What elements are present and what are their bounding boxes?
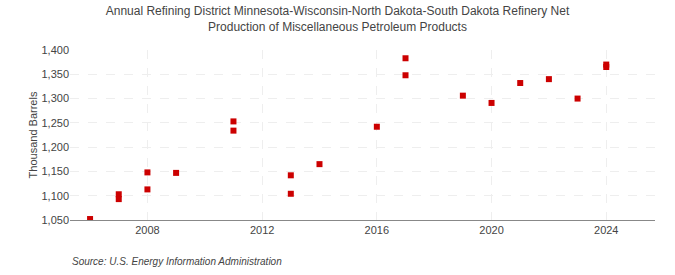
svg-text:1,200: 1,200: [41, 141, 69, 153]
svg-text:1,300: 1,300: [41, 92, 69, 104]
svg-text:Source: U.S. Energy Informatio: Source: U.S. Energy Information Administ…: [72, 256, 282, 267]
svg-text:1,350: 1,350: [41, 68, 69, 80]
svg-text:Annual Refining District Minne: Annual Refining District Minnesota-Wisco…: [106, 4, 570, 34]
svg-text:2008: 2008: [135, 224, 159, 236]
svg-text:Thousand Barrels: Thousand Barrels: [27, 91, 39, 178]
svg-text:1,250: 1,250: [41, 117, 69, 129]
svg-text:2024: 2024: [594, 224, 618, 236]
svg-text:2012: 2012: [250, 224, 274, 236]
svg-text:1,400: 1,400: [41, 44, 69, 56]
svg-text:1,050: 1,050: [41, 214, 69, 226]
svg-text:2016: 2016: [365, 224, 389, 236]
svg-text:1,150: 1,150: [41, 165, 69, 177]
svg-text:2020: 2020: [479, 224, 503, 236]
svg-text:1,100: 1,100: [41, 190, 69, 202]
